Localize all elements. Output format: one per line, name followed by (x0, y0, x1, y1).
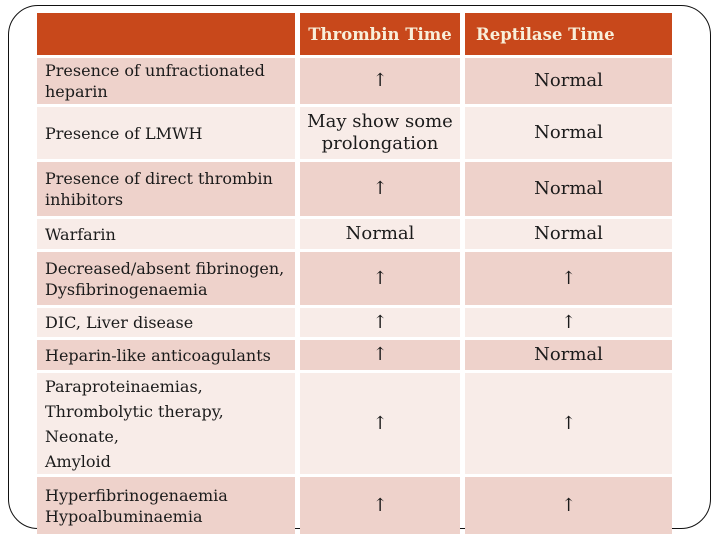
row-label-warfarin: Warfarin (37, 219, 295, 249)
column-header-reptilase-time: Reptilase Time (465, 13, 672, 55)
column-header-thrombin-time: Thrombin Time (300, 13, 460, 55)
reptilase-time-cell: Normal (465, 340, 672, 370)
row-label-dic-liver-disease: DIC, Liver disease (37, 308, 295, 337)
thrombin-time-cell: ↑ (300, 477, 460, 534)
column-header-blank (37, 13, 295, 55)
reptilase-time-cell: Normal (465, 219, 672, 249)
thrombin-time-cell: ↑ (300, 340, 460, 370)
thrombin-time-cell: ↑ (300, 308, 460, 337)
reptilase-time-cell: ↑ (465, 308, 672, 337)
row-label-hyperfibrinogenaemia: Hyperfibrinogenaemia Hypoalbuminaemia (37, 477, 295, 534)
row-label-lmwh: Presence of LMWH (37, 107, 295, 159)
thrombin-time-cell: Normal (300, 219, 460, 249)
thrombin-time-cell: ↑ (300, 58, 460, 104)
thrombin-time-cell: May show some prolongation (300, 107, 460, 159)
thrombin-time-cell: ↑ (300, 162, 460, 216)
row-label-heparin-like-anticoagulants: Heparin-like anticoagulants (37, 340, 295, 370)
reptilase-time-cell: ↑ (465, 373, 672, 474)
reptilase-time-cell: ↑ (465, 252, 672, 305)
coagulation-test-table: Thrombin Time Reptilase Time Presence of… (37, 13, 672, 534)
reptilase-time-cell: Normal (465, 58, 672, 104)
reptilase-time-cell: Normal (465, 162, 672, 216)
row-label-decreased-fibrinogen: Decreased/absent fibrinogen, Dysfibrinog… (37, 252, 295, 305)
reptilase-time-cell: ↑ (465, 477, 672, 534)
thrombin-time-cell: ↑ (300, 252, 460, 305)
reptilase-time-cell: Normal (465, 107, 672, 159)
thrombin-time-cell: ↑ (300, 373, 460, 474)
row-label-paraproteinaemias-group: Paraproteinaemias, Thrombolytic therapy,… (37, 373, 295, 474)
row-label-unfractionated-heparin: Presence of unfractionated heparin (37, 58, 295, 104)
row-label-direct-thrombin-inhibitors: Presence of direct thrombin inhibitors (37, 162, 295, 216)
